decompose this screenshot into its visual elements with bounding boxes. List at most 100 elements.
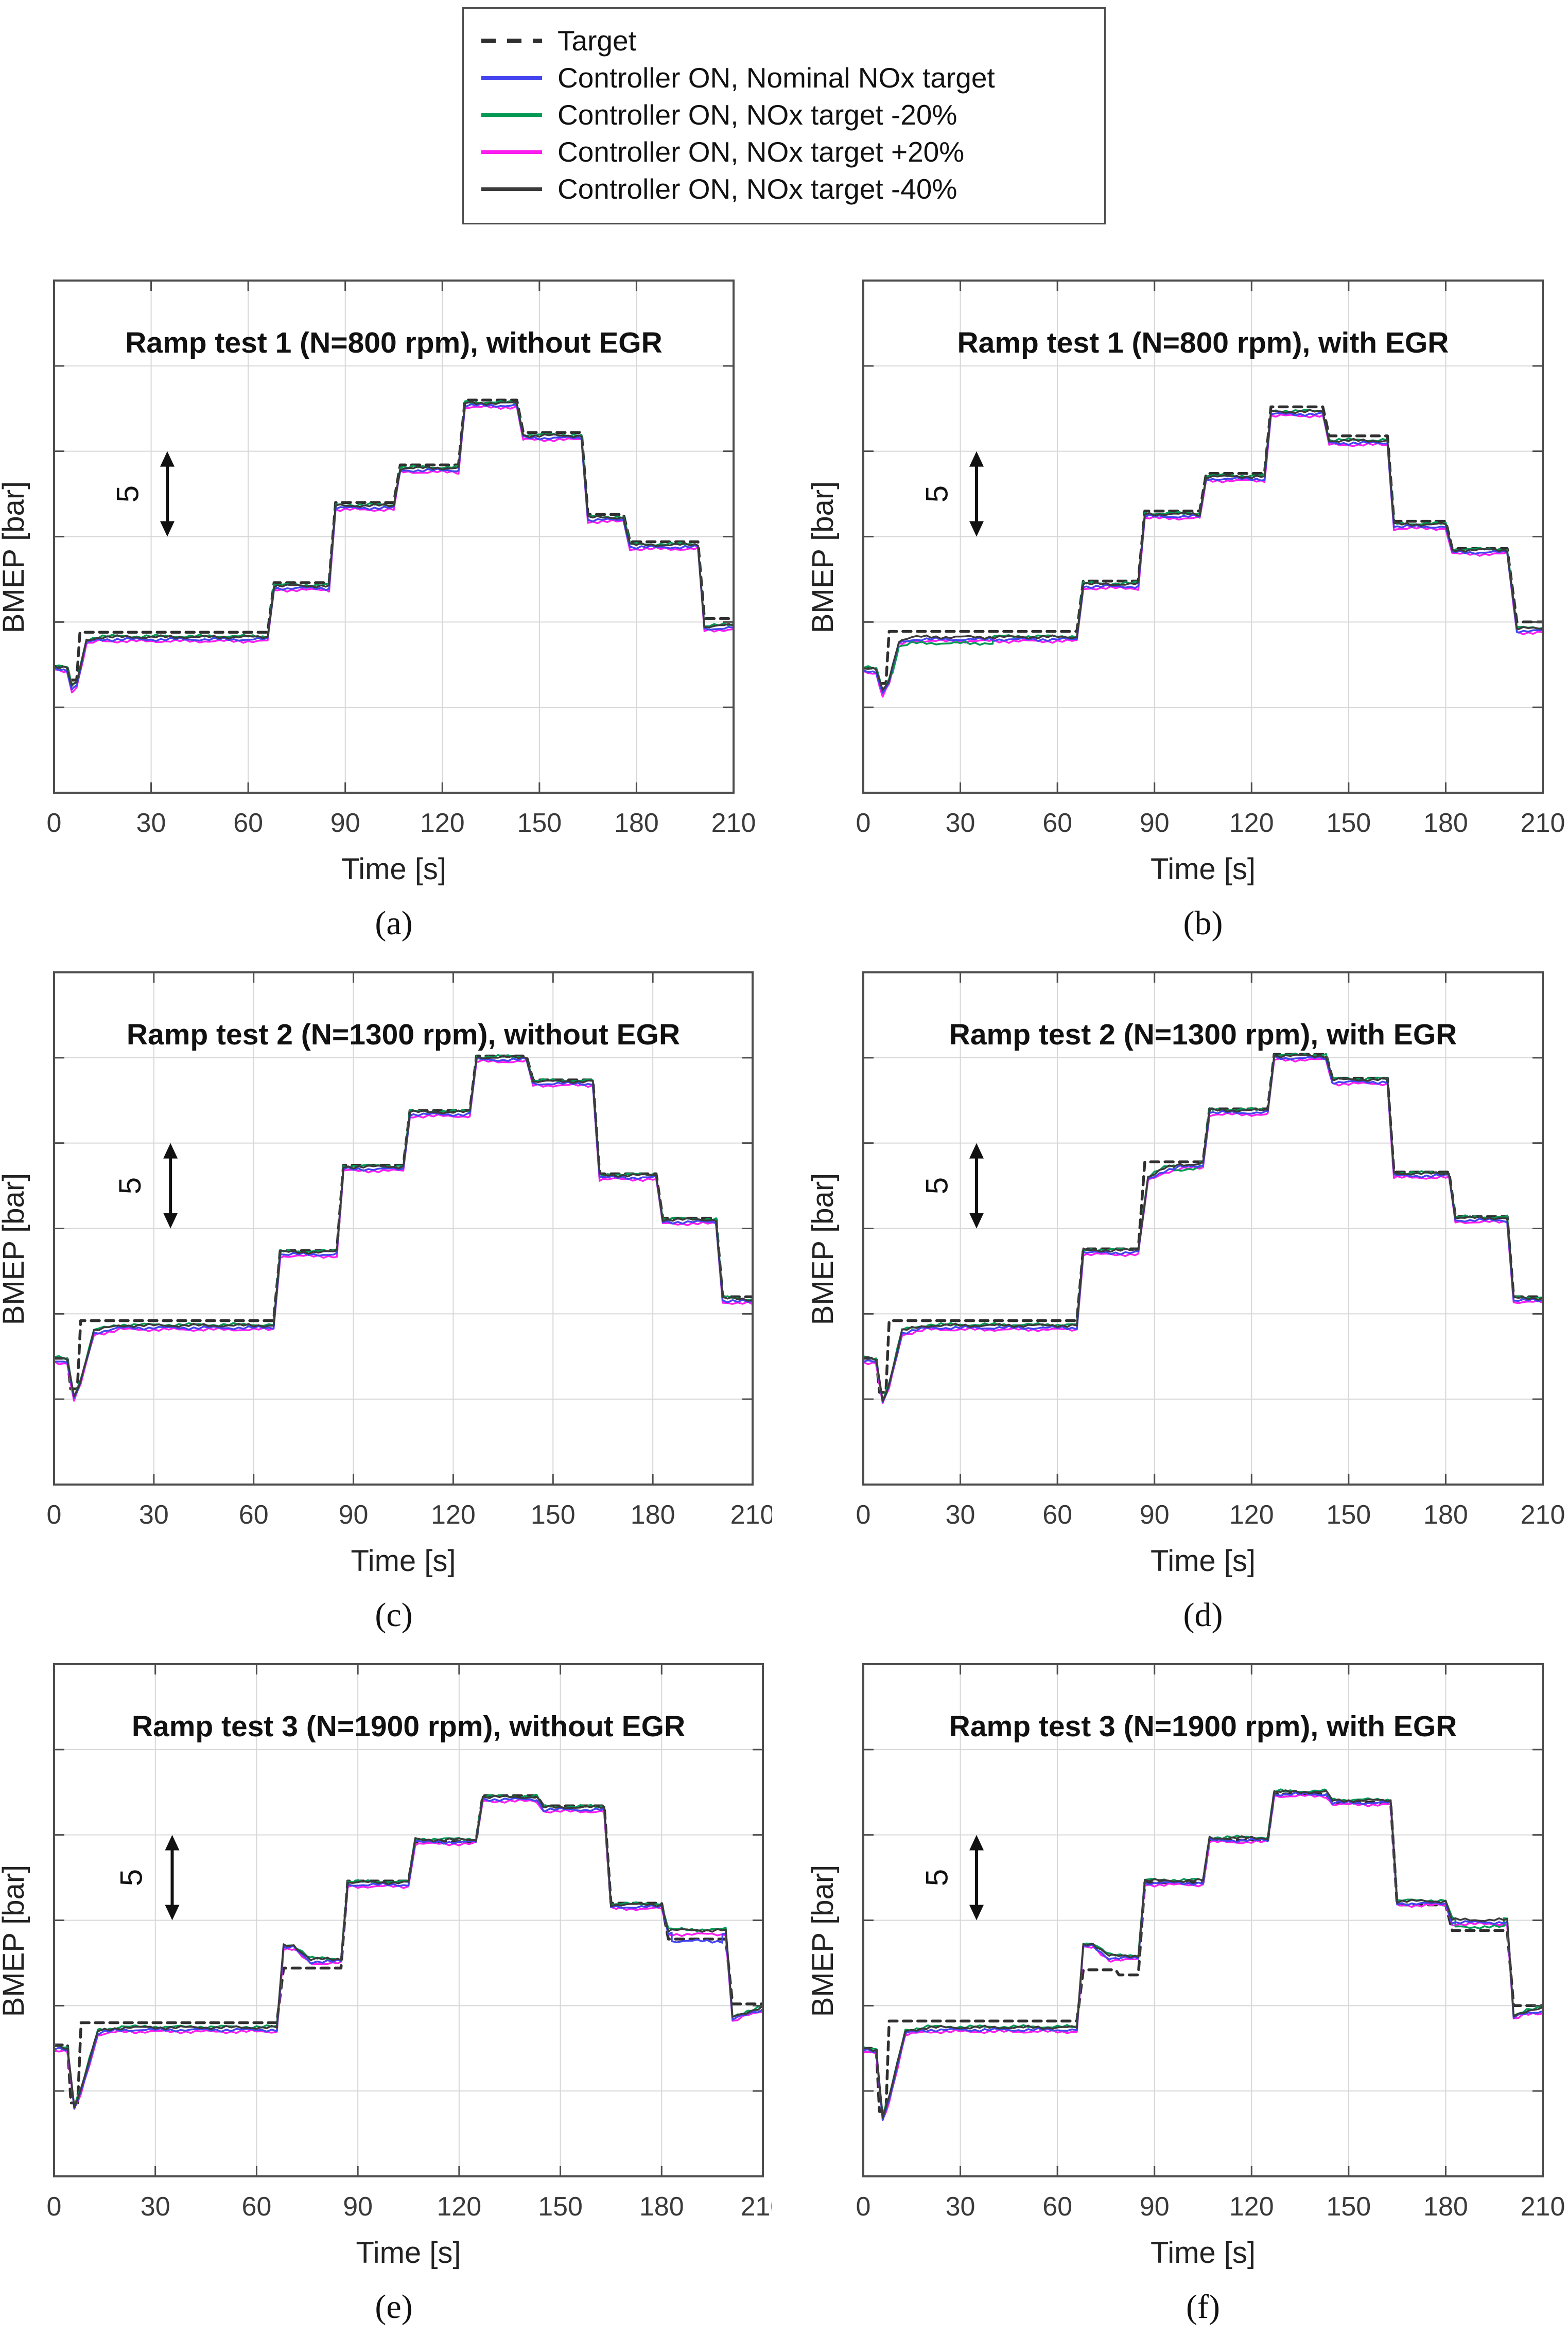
- legend-line-nox-minus40-icon: [481, 187, 542, 191]
- scale-arrow-head-up: [969, 451, 984, 467]
- x-tick-label: 0: [47, 808, 62, 838]
- x-tick-label: 30: [946, 1500, 975, 1530]
- x-tick-label: 60: [239, 1500, 269, 1530]
- x-tick-label: 180: [1423, 1500, 1468, 1530]
- x-tick-label: 120: [420, 808, 465, 838]
- legend-row-nox-minus40: Controller ON, NOx target -40%: [481, 170, 1087, 207]
- legend-row-nox-minus20: Controller ON, NOx target -20%: [481, 96, 1087, 133]
- chart-canvas-b: 0 30 60 90 120 150 180 210 Time [s] BMEP [bar] Ram…: [809, 280, 1565, 886]
- subplot-e: 0 30 60 90 120 150 180 210 Time [s] BMEP [bar] Ram…: [0, 1646, 784, 2338]
- x-tick-label: 180: [1423, 808, 1468, 838]
- caption-c: (c): [375, 1596, 413, 1634]
- x-tick-label: 30: [946, 2192, 975, 2222]
- x-tick-label: 180: [614, 808, 659, 838]
- scale-arrow-head-down: [160, 521, 175, 537]
- x-tick-label: 60: [233, 808, 263, 838]
- x-axis-label: Time [s]: [1151, 1544, 1256, 1578]
- scale-arrow-head-up: [969, 1835, 984, 1851]
- series-line-p20: [864, 1793, 1542, 2121]
- series-line-nominal: [55, 403, 733, 691]
- y-axis-label: BMEP [bar]: [809, 1173, 840, 1325]
- series-line-nominal: [864, 1791, 1542, 2121]
- y-axis-label: BMEP [bar]: [0, 1173, 30, 1325]
- chart-canvas-f: 0 30 60 90 120 150 180 210 Time [s] BMEP [bar] Ram…: [809, 1663, 1565, 2270]
- legend-line-nominal-icon: [481, 76, 542, 80]
- chart-title: Ramp test 3 (N=1900 rpm), with EGR: [949, 1710, 1457, 1743]
- chart-canvas-e: 0 30 60 90 120 150 180 210 Time [s] BMEP [bar] Ram…: [0, 1663, 772, 2270]
- chart-canvas-d: 0 30 60 90 120 150 180 210 Time [s] BMEP [bar] Ram…: [809, 971, 1565, 1578]
- x-tick-label: 120: [1229, 808, 1274, 838]
- series-line-p20: [55, 405, 733, 693]
- x-tick-label: 180: [631, 1500, 675, 1530]
- caption-b: (b): [1183, 904, 1223, 942]
- x-tick-label: 120: [1229, 1500, 1274, 1530]
- x-tick-label: 90: [1140, 2192, 1170, 2222]
- x-tick-label: 150: [531, 1500, 576, 1530]
- series-line-nominal: [864, 1055, 1542, 1403]
- x-axis-label: Time [s]: [1151, 2236, 1256, 2270]
- chart-title: Ramp test 1 (N=800 rpm), without EGR: [125, 326, 663, 359]
- scale-label: 5: [114, 1869, 148, 1886]
- scale-arrow-head-up: [163, 1143, 178, 1159]
- series-line-m20: [864, 1788, 1542, 2116]
- row-2: 0 30 60 90 120 150 180 210 Time [s] BMEP [bar] Ram…: [0, 954, 1568, 1646]
- x-tick-label: 210: [711, 808, 756, 838]
- y-axis-label: BMEP [bar]: [809, 481, 840, 634]
- x-tick-label: 210: [1521, 1500, 1565, 1530]
- scale-label: 5: [113, 1177, 147, 1194]
- x-tick-label: 90: [330, 808, 360, 838]
- x-tick-label: 150: [1326, 808, 1371, 838]
- scale-label: 5: [919, 1177, 954, 1194]
- series-line-p20: [864, 413, 1542, 698]
- x-tick-label: 30: [136, 808, 166, 838]
- subplot-d: 0 30 60 90 120 150 180 210 Time [s] BMEP [bar] Ram…: [784, 954, 1568, 1646]
- legend-row-nominal: Controller ON, Nominal NOx target: [481, 59, 1087, 96]
- x-tick-label: 60: [1042, 1500, 1072, 1530]
- x-tick-label: 0: [47, 1500, 62, 1530]
- series-line-m40: [864, 409, 1542, 691]
- scale-label: 5: [919, 485, 954, 502]
- caption-f: (f): [1186, 2288, 1220, 2326]
- y-axis-label: BMEP [bar]: [0, 481, 30, 634]
- series-line-m20: [55, 1794, 762, 2107]
- x-tick-label: 180: [639, 2192, 684, 2222]
- x-tick-label: 60: [242, 2192, 272, 2222]
- x-axis-label: Time [s]: [341, 852, 446, 886]
- x-tick-label: 210: [730, 1500, 772, 1530]
- x-tick-label: 0: [856, 808, 871, 838]
- subplot-f: 0 30 60 90 120 150 180 210 Time [s] BMEP [bar] Ram…: [784, 1646, 1568, 2338]
- scale-arrow-head-down: [163, 1213, 178, 1229]
- row-3: 0 30 60 90 120 150 180 210 Time [s] BMEP [bar] Ram…: [0, 1646, 1568, 2338]
- scale-arrow-head-up: [165, 1835, 180, 1851]
- x-tick-label: 180: [1423, 2192, 1468, 2222]
- x-tick-label: 0: [47, 2192, 62, 2222]
- x-axis-label: Time [s]: [356, 2236, 461, 2270]
- legend-label-nox-plus20: Controller ON, NOx target +20%: [557, 136, 965, 168]
- subplot-c: 0 30 60 90 120 150 180 210 Time [s] BMEP [bar] Ram…: [0, 954, 784, 1646]
- scale-arrow-head-up: [969, 1143, 984, 1159]
- series-line-nominal: [864, 411, 1542, 694]
- series-line-m20: [864, 409, 1542, 692]
- y-axis-label: BMEP [bar]: [809, 1865, 840, 2017]
- x-tick-label: 0: [856, 1500, 871, 1530]
- series-line-p20: [55, 1058, 752, 1402]
- legend: Target Controller ON, Nominal NOx target…: [462, 7, 1106, 224]
- x-axis-label: Time [s]: [1151, 852, 1256, 886]
- series-line-target: [55, 1054, 752, 1391]
- row-1: 0 30 60 90 120 150 180 210 Time [s] BMEP [bar] Ram…: [0, 263, 1568, 954]
- figure: Target Controller ON, Nominal NOx target…: [0, 7, 1568, 2338]
- series-line-m40: [864, 1789, 1542, 2119]
- x-tick-label: 150: [1326, 2192, 1371, 2222]
- scale-arrow-head-down: [165, 1905, 180, 1921]
- scale-arrow-head-down: [969, 1905, 984, 1921]
- chart-title: Ramp test 2 (N=1300 rpm), with EGR: [949, 1018, 1457, 1051]
- series-line-nominal: [55, 1057, 752, 1399]
- caption-a: (a): [375, 904, 413, 942]
- legend-line-nox-plus20-icon: [481, 150, 542, 154]
- x-tick-label: 210: [1521, 2192, 1565, 2222]
- caption-e: (e): [375, 2288, 413, 2326]
- subplot-b: 0 30 60 90 120 150 180 210 Time [s] BMEP [bar] Ram…: [784, 263, 1568, 954]
- series-line-p20: [864, 1057, 1542, 1404]
- x-tick-label: 210: [1521, 808, 1565, 838]
- x-tick-label: 120: [437, 2192, 481, 2222]
